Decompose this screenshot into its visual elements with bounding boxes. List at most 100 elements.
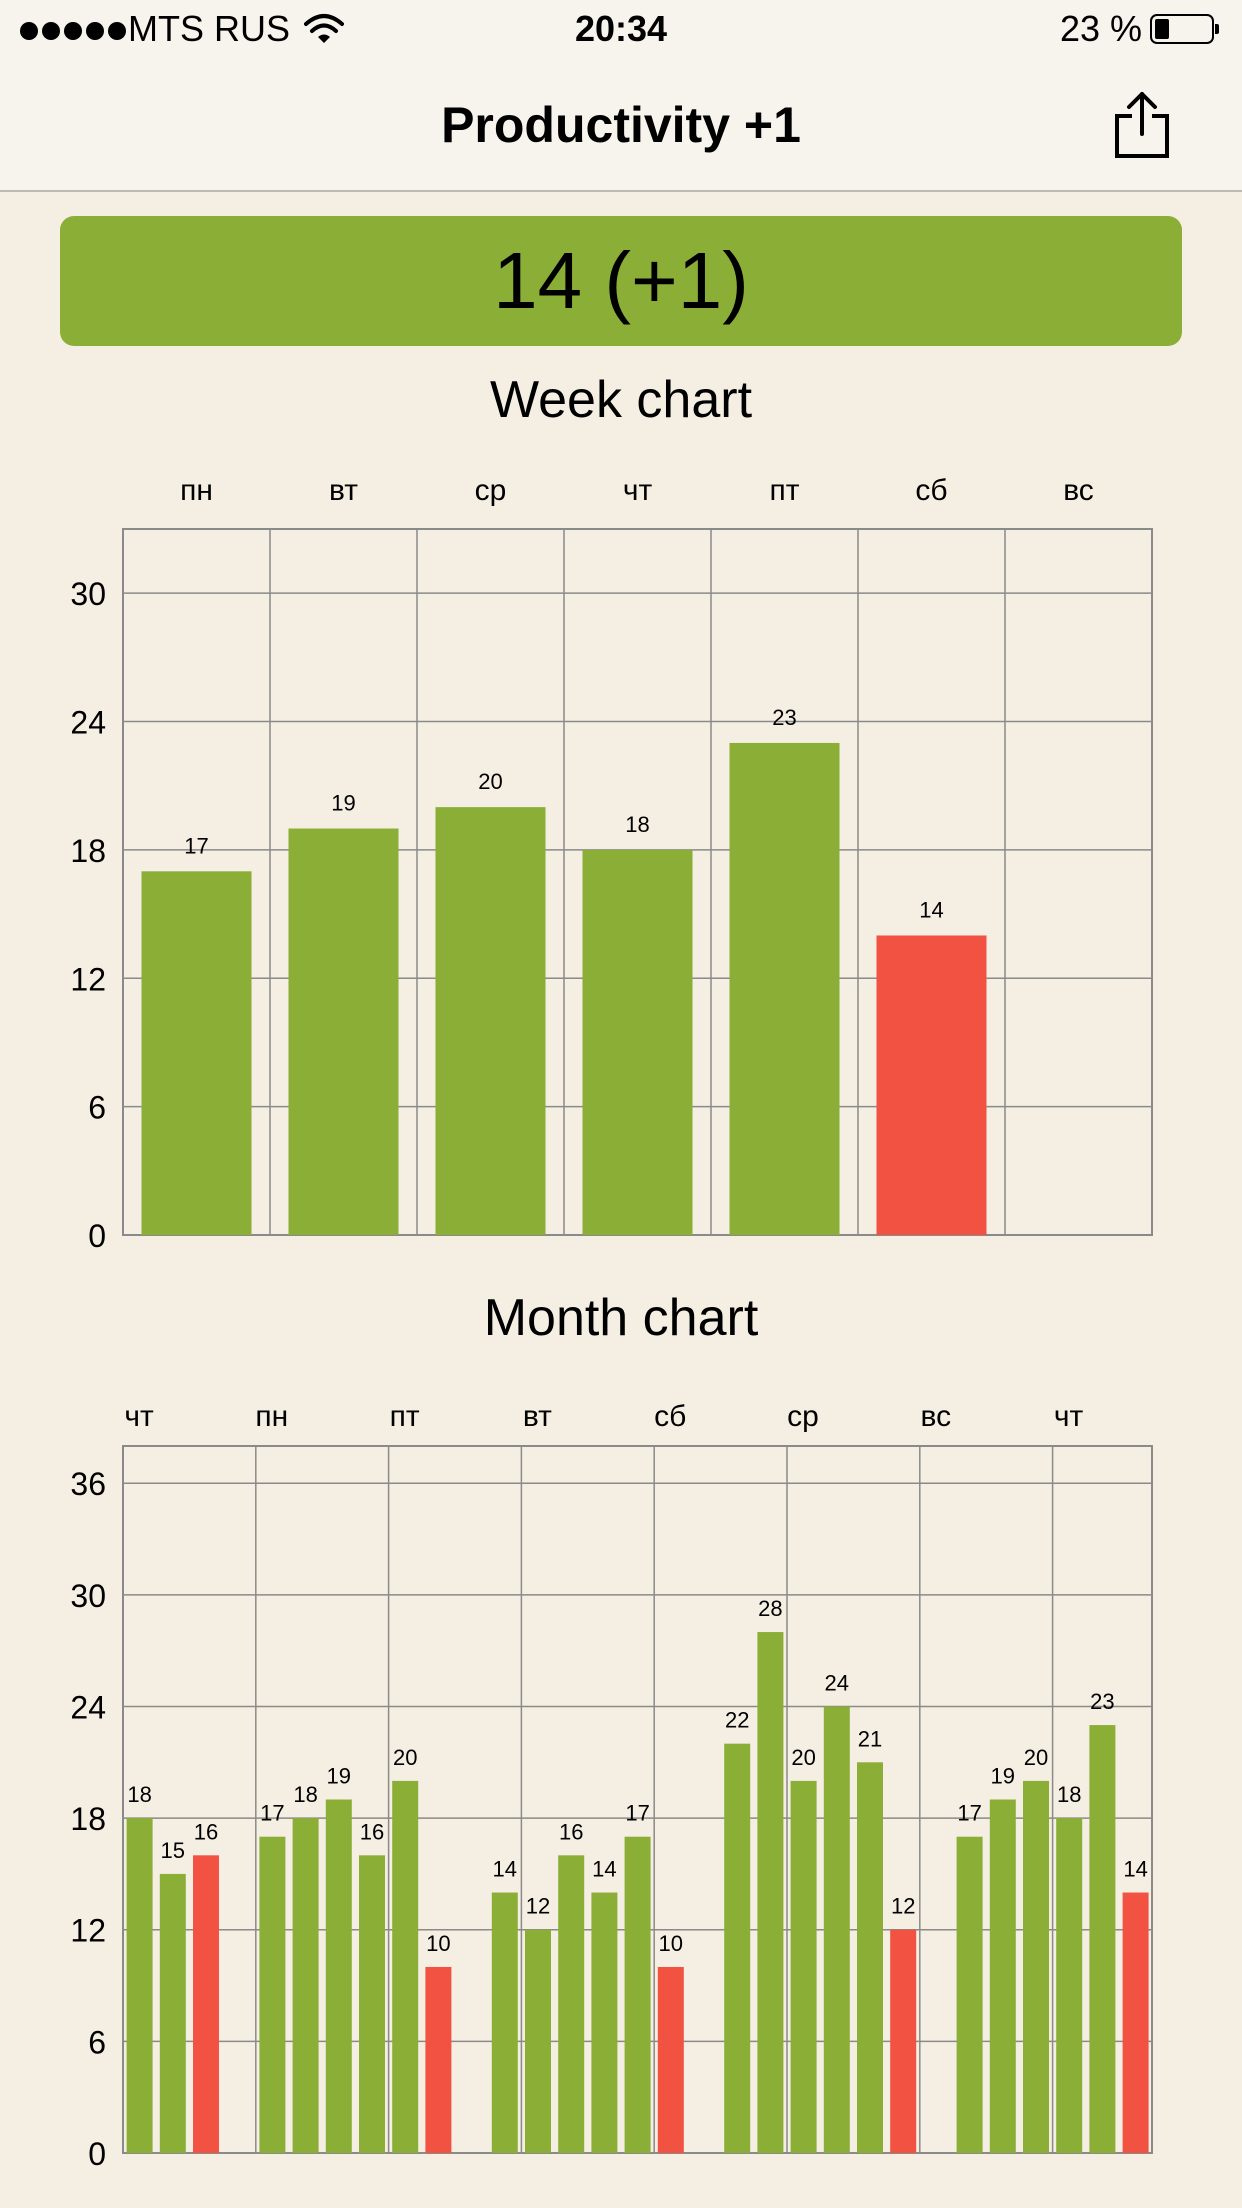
bar <box>657 1966 684 2153</box>
battery-icon <box>1150 14 1219 44</box>
bar <box>989 1799 1016 2153</box>
status-bar: MTS RUS 20:34 23 % <box>0 0 1242 62</box>
bar <box>425 1966 452 2153</box>
y-tick-label: 0 <box>88 1218 106 1254</box>
bar-value-label: 18 <box>293 1782 317 1807</box>
month-chart-title: Month chart <box>483 1289 759 1347</box>
bar <box>359 1855 385 2153</box>
bar-value-label: 18 <box>625 812 649 837</box>
bar <box>435 807 546 1235</box>
bar <box>591 1892 618 2153</box>
bar <box>288 828 399 1235</box>
bar <box>558 1855 585 2153</box>
x-tick-label: вт <box>329 474 358 507</box>
bar-value-label: 17 <box>260 1801 284 1826</box>
bar-value-label: 12 <box>526 1894 550 1919</box>
bar-value-label: 23 <box>772 705 796 730</box>
bar <box>1089 1725 1116 2153</box>
bar-value-label: 18 <box>1057 1782 1081 1807</box>
score-value: 14 (+1) <box>493 236 749 325</box>
bar-value-label: 17 <box>957 1801 981 1826</box>
x-tick-label: сб <box>915 474 947 507</box>
bar <box>325 1799 352 2153</box>
y-tick-label: 12 <box>70 961 106 997</box>
bar-value-label: 19 <box>327 1764 351 1789</box>
score-banner: 14 (+1) <box>60 216 1182 346</box>
x-tick-label: вс <box>1063 474 1094 507</box>
y-tick-label: 6 <box>88 1090 106 1126</box>
y-tick-label: 24 <box>70 1689 106 1725</box>
bar <box>259 1836 286 2153</box>
x-tick-label: чт <box>623 474 653 507</box>
bar-value-label: 16 <box>194 1819 218 1844</box>
bar <box>525 1929 551 2153</box>
bar <box>757 1632 784 2153</box>
bar-value-label: 20 <box>1024 1745 1048 1770</box>
bar-value-label: 10 <box>426 1931 450 1956</box>
bar <box>141 871 252 1235</box>
y-tick-label: 30 <box>70 576 106 612</box>
bar <box>956 1836 983 2153</box>
page-title: Productivity +1 <box>441 97 801 153</box>
bar-value-label: 14 <box>592 1857 616 1882</box>
bar-value-label: 14 <box>919 897 943 922</box>
y-tick-label: 0 <box>88 2136 106 2172</box>
bar-value-label: 19 <box>331 791 355 816</box>
week-chart: 0 6 12 18 24 30 пн вт ср чт пт сб вс 17 19 20 18 23 14 <box>70 474 1153 1254</box>
bar <box>1023 1780 1049 2153</box>
bar <box>292 1818 319 2153</box>
bar <box>1056 1818 1083 2153</box>
bar <box>857 1762 883 2153</box>
bar <box>823 1706 850 2153</box>
battery-percent: 23 % <box>1060 8 1143 49</box>
bar <box>890 1929 917 2153</box>
x-tick-label: сб <box>654 1400 686 1433</box>
x-tick-label: ср <box>475 474 507 507</box>
bar <box>790 1780 817 2153</box>
bar-value-label: 17 <box>184 833 208 858</box>
y-tick-label: 12 <box>70 1913 106 1949</box>
bar <box>582 849 693 1235</box>
bar-value-label: 16 <box>559 1819 583 1844</box>
bar <box>1122 1892 1149 2153</box>
y-tick-label: 30 <box>70 1578 106 1614</box>
bar-value-label: 23 <box>1090 1689 1114 1714</box>
share-icon[interactable] <box>1112 90 1172 160</box>
bar <box>126 1818 153 2153</box>
y-tick-label: 18 <box>70 1801 106 1837</box>
x-tick-label: чт <box>124 1400 154 1433</box>
bar-value-label: 18 <box>127 1782 151 1807</box>
bar <box>159 1873 186 2153</box>
bar-value-label: 10 <box>659 1931 683 1956</box>
bar <box>724 1743 751 2153</box>
week-chart-title: Week chart <box>489 371 753 429</box>
y-tick-label: 24 <box>70 705 106 741</box>
x-tick-label: пн <box>255 1400 288 1433</box>
wifi-icon <box>304 14 344 43</box>
bar <box>392 1780 419 2153</box>
bar-value-label: 20 <box>791 1745 815 1770</box>
bar-value-label: 15 <box>161 1838 185 1863</box>
bar-value-label: 20 <box>478 769 502 794</box>
x-tick-label: ср <box>787 1400 819 1433</box>
x-tick-label: вт <box>523 1400 552 1433</box>
bar-value-label: 28 <box>758 1596 782 1621</box>
bar-value-label: 19 <box>991 1764 1015 1789</box>
bar-value-label: 24 <box>825 1670 849 1695</box>
navigation-bar: Productivity +1 <box>0 62 1242 192</box>
x-tick-label: чт <box>1054 1400 1084 1433</box>
y-tick-label: 6 <box>88 2024 106 2060</box>
bar <box>729 742 840 1235</box>
bar-value-label: 12 <box>891 1894 915 1919</box>
bar <box>876 935 987 1235</box>
carrier-name: MTS RUS <box>128 8 290 49</box>
x-tick-label: пт <box>390 1400 420 1433</box>
bar-value-label: 17 <box>625 1801 649 1826</box>
bar <box>624 1836 651 2153</box>
y-tick-label: 18 <box>70 833 106 869</box>
bar-value-label: 22 <box>725 1708 749 1733</box>
x-tick-label: вс <box>920 1400 951 1433</box>
month-chart: 0 6 12 18 24 30 36 чт пн пт вт сб ср вс чт 18 15 16 17 18 19… <box>70 1400 1153 2172</box>
x-tick-label: пн <box>180 474 213 507</box>
x-tick-label: пт <box>770 474 800 507</box>
